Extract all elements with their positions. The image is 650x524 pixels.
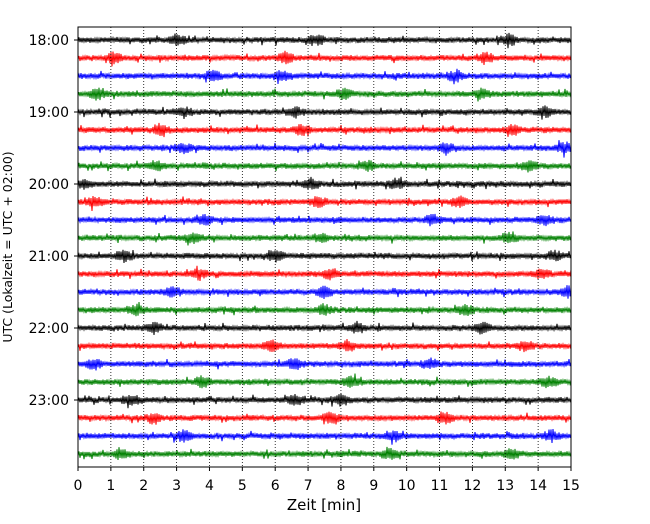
trace-2200 [77, 320, 572, 335]
x-tick-label: 10 [398, 478, 416, 494]
x-tick-label: 1 [106, 478, 115, 494]
trace-1930 [77, 140, 572, 158]
trace-2230 [77, 357, 572, 371]
x-tick-label: 5 [238, 478, 247, 494]
trace-2330 [77, 428, 572, 445]
x-tick-label: 7 [304, 478, 313, 494]
x-tick-label: 4 [205, 478, 214, 494]
plot-frame [77, 26, 572, 468]
x-tick-label: 14 [529, 478, 547, 494]
x-tick-label: 8 [336, 478, 345, 494]
trace-2100 [77, 249, 572, 263]
trace-2300 [77, 393, 572, 409]
y-tick-label: 22:00 [29, 321, 69, 337]
y-tick-label: 19:00 [29, 105, 69, 121]
x-tick-label: 13 [496, 478, 514, 494]
trace-1815 [77, 50, 572, 67]
trace-2015 [77, 195, 572, 212]
y-tick-label: 20:00 [29, 177, 69, 193]
x-tick-label: 9 [369, 478, 378, 494]
trace-1945 [77, 159, 572, 173]
x-tick-label: 15 [562, 478, 580, 494]
y-ticks-group: 18:00 19:00 20:00 21:00 22:00 23:00 [29, 33, 78, 409]
trace-2000 [77, 176, 572, 190]
trace-1800 [77, 32, 572, 49]
y-tick-label: 23:00 [29, 393, 69, 409]
trace-2145 [77, 301, 572, 317]
x-tick-label: 2 [139, 478, 148, 494]
grid-group [110, 27, 539, 467]
y-tick-label: 18:00 [29, 33, 69, 49]
y-axis-label: UTC (Lokalzeit = UTC + 02:00) [0, 151, 15, 342]
x-ticks-group: 0 1 2 3 4 5 6 7 8 9 10 11 12 13 14 15 [74, 467, 580, 494]
x-tick-label: 0 [74, 478, 83, 494]
trace-2245 [77, 373, 572, 389]
trace-2215 [77, 339, 572, 353]
trace-1900 [77, 105, 572, 120]
traces-group [77, 32, 572, 461]
x-tick-label: 12 [463, 478, 481, 494]
x-tick-label: 3 [172, 478, 181, 494]
x-tick-label: 6 [271, 478, 280, 494]
trace-1915 [77, 122, 572, 138]
trace-2130 [77, 285, 572, 299]
trace-2115 [77, 265, 572, 281]
trace-2345 [77, 446, 572, 461]
trace-1830 [77, 68, 572, 85]
x-axis-label: Zeit [min] [287, 496, 361, 514]
trace-2315 [77, 411, 572, 425]
trace-2045 [77, 231, 572, 246]
trace-1845 [77, 87, 572, 102]
y-tick-label: 21:00 [29, 249, 69, 265]
x-tick-label: 11 [431, 478, 449, 494]
trace-2030 [77, 213, 572, 227]
